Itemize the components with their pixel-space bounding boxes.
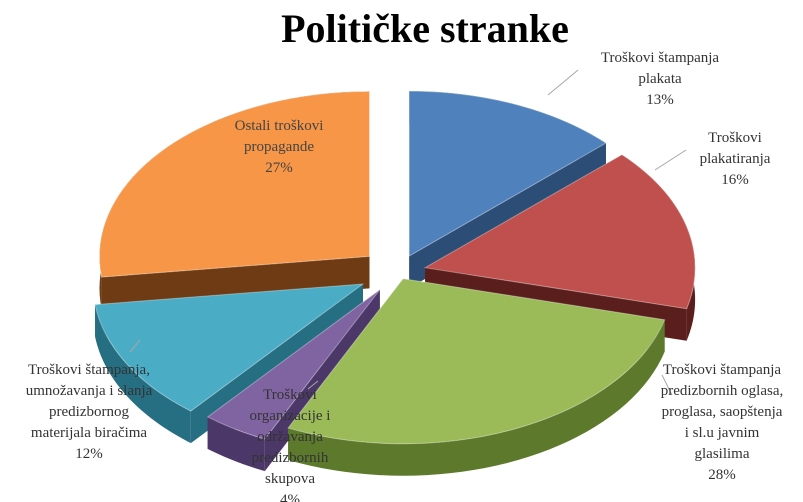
pie-slice xyxy=(287,278,666,476)
slice-label-line: održavanja xyxy=(257,429,323,445)
pie-slice xyxy=(99,90,370,310)
slice-percent: 4% xyxy=(280,492,300,502)
slice-label-line: predizbornih oglasa, xyxy=(661,383,783,399)
slice-label-line: umnožavanja i slanja xyxy=(26,383,153,399)
label-leader-line xyxy=(547,69,579,96)
slice-label-line: Troškovi štampanja xyxy=(601,50,720,66)
slice-top xyxy=(94,283,365,412)
slice-label-line: plakatiranja xyxy=(700,151,771,167)
slice-label-line: Troškovi štampanja, xyxy=(28,362,150,378)
slice-labels: Troškovi štampanja plakata 13% Troškovi plak… xyxy=(26,50,784,502)
slice-label-line: plakata xyxy=(638,71,682,87)
slice-label-line: Troškovi xyxy=(708,130,762,146)
slice-label-line: predizbornog xyxy=(49,404,129,420)
slice-label: Troškovi organizacije i održavanja predizbo… xyxy=(250,387,331,502)
slice-top xyxy=(99,90,370,278)
slice-label: Troškovi plakatiranja 16% xyxy=(700,130,771,188)
slice-label: Troškovi štampanja, umnožavanja i slanja p… xyxy=(26,362,153,462)
slice-percent: 12% xyxy=(75,446,103,462)
slice-label: Troškovi štampanja plakata 13% xyxy=(601,50,720,108)
slice-side xyxy=(101,256,370,310)
slice-label-line: glasilima xyxy=(695,446,750,462)
slice-percent: 13% xyxy=(646,92,674,108)
slice-edge xyxy=(207,416,265,472)
label-leader-line xyxy=(129,339,141,353)
slice-percent: 27% xyxy=(265,160,293,176)
slice-edge xyxy=(288,319,665,476)
slice-label-line: Troškovi xyxy=(263,387,317,403)
slice-percent: 28% xyxy=(708,467,736,483)
label-leader-line xyxy=(307,380,319,390)
pie-slices xyxy=(94,90,696,476)
chart-title: Političke stranke xyxy=(281,6,569,51)
slice-label: Troškovi štampanja predizbornih oglasa, pr… xyxy=(661,362,783,483)
label-leader-line xyxy=(654,149,687,171)
slice-top xyxy=(287,278,666,445)
slice-top xyxy=(206,289,381,440)
slice-label-line: proglasa, saopštenja xyxy=(662,404,783,420)
slice-edge xyxy=(95,304,191,444)
slice-label-line: Troškovi štampanja xyxy=(663,362,782,378)
slice-label-line: materijala biračima xyxy=(31,425,148,441)
slice-top xyxy=(408,90,607,257)
slice-label-line: organizacije i xyxy=(250,408,331,424)
slice-label-line: propagande xyxy=(244,139,314,155)
label-leader-line xyxy=(661,374,673,396)
slice-label-line: Ostali troškovi xyxy=(235,118,324,134)
slice-percent: 16% xyxy=(721,172,749,188)
slice-label-line: predizbornih xyxy=(252,450,329,466)
slice-label: Ostali troškovi propagande 27% xyxy=(235,118,324,176)
slice-top xyxy=(423,154,696,310)
slice-label-line: skupova xyxy=(265,471,315,487)
slice-label-line: i sl.u javnim xyxy=(685,425,760,441)
